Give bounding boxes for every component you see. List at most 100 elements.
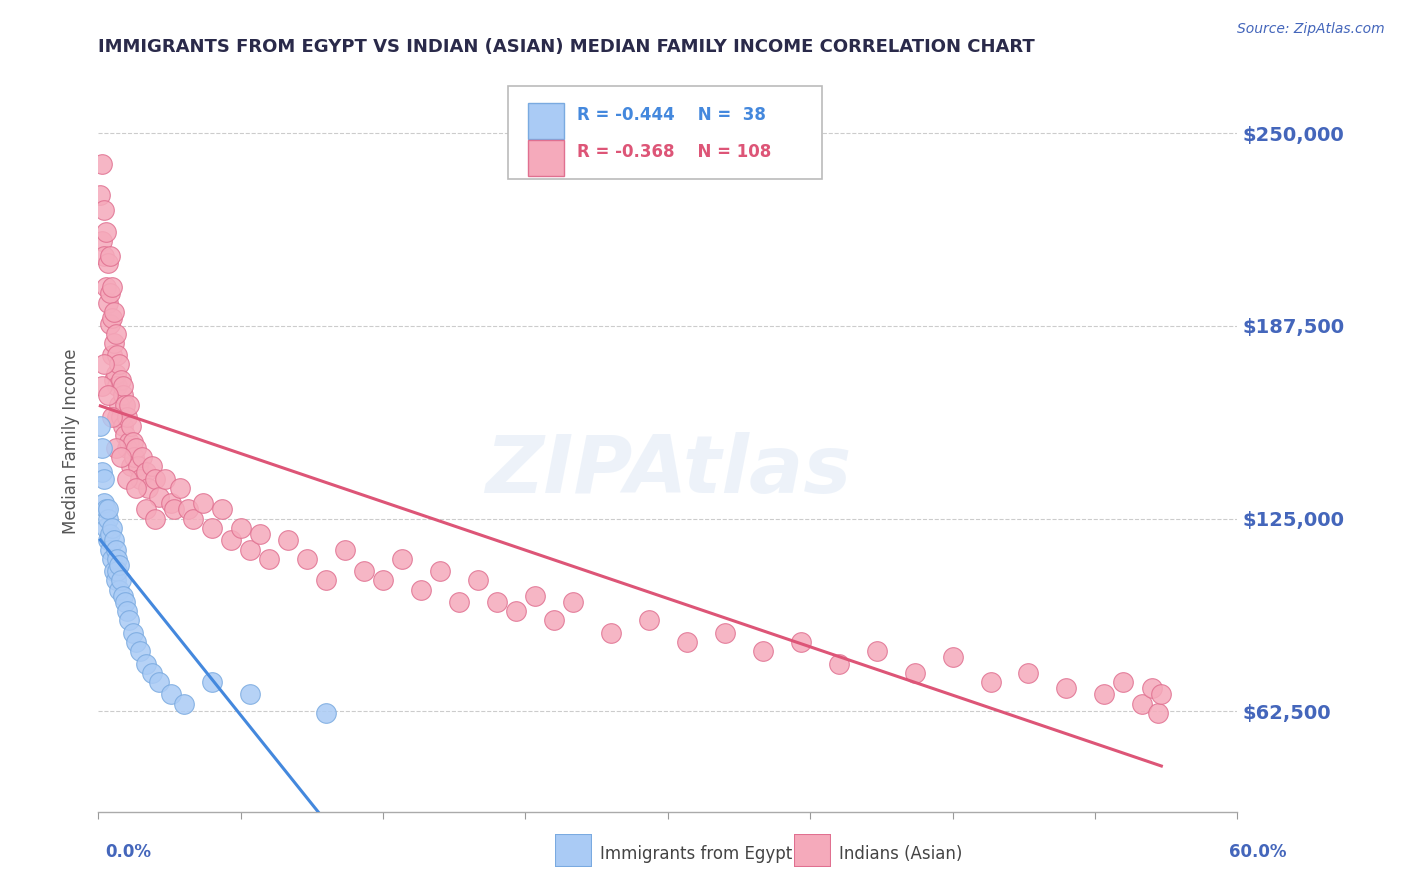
Point [115, 409, 138, 424]
Point [98, 542, 121, 557]
Point [211, 502, 233, 516]
Point [97, 502, 120, 516]
Point [93, 249, 115, 264]
Point [1056, 681, 1078, 696]
Point [524, 589, 547, 603]
Point [1146, 706, 1168, 720]
Text: Source: ZipAtlas.com: Source: ZipAtlas.com [1237, 22, 1385, 37]
Point [89, 419, 111, 434]
Point [118, 398, 141, 412]
Point [107, 409, 129, 424]
Point [411, 582, 433, 597]
Point [98, 286, 121, 301]
Point [866, 644, 889, 658]
Point [942, 650, 965, 665]
Text: IMMIGRANTS FROM EGYPT VS INDIAN (ASIAN) MEDIAN FAMILY INCOME CORRELATION CHART: IMMIGRANTS FROM EGYPT VS INDIAN (ASIAN) … [98, 38, 1035, 56]
Point [135, 502, 157, 516]
Point [112, 419, 135, 434]
Point [91, 441, 114, 455]
Point [543, 614, 565, 628]
Point [115, 471, 138, 485]
Point [108, 358, 131, 372]
Text: Immigrants from Egypt: Immigrants from Egypt [600, 845, 793, 863]
Point [239, 688, 262, 702]
Point [97, 533, 120, 548]
Point [91, 234, 114, 248]
Point [97, 511, 120, 525]
Point [118, 614, 141, 628]
Point [259, 551, 281, 566]
Point [135, 657, 157, 671]
Point [108, 582, 131, 597]
Point [118, 434, 141, 449]
Point [91, 379, 114, 393]
Point [391, 551, 413, 566]
Point [159, 496, 181, 510]
Point [429, 564, 451, 578]
Point [315, 706, 337, 720]
Text: R = -0.444    N =  38: R = -0.444 N = 38 [576, 106, 766, 124]
Point [121, 625, 143, 640]
Point [110, 373, 132, 387]
Point [600, 625, 623, 640]
Point [91, 157, 114, 171]
Point [141, 459, 163, 474]
Point [114, 595, 136, 609]
Point [129, 471, 152, 485]
Point [277, 533, 299, 548]
Point [201, 521, 224, 535]
Point [221, 533, 243, 548]
Point [100, 521, 122, 535]
Point [125, 441, 148, 455]
Point [93, 358, 115, 372]
Point [94, 521, 117, 535]
Point [1140, 681, 1163, 696]
Point [129, 644, 152, 658]
Point [100, 311, 122, 326]
Point [239, 542, 262, 557]
Point [110, 409, 132, 424]
Point [638, 614, 661, 628]
Point [505, 604, 527, 618]
Point [1150, 688, 1173, 702]
Point [229, 521, 252, 535]
FancyBboxPatch shape [527, 103, 564, 139]
Point [107, 564, 129, 578]
Point [100, 551, 122, 566]
Point [176, 502, 198, 516]
Point [94, 280, 117, 294]
Point [120, 419, 142, 434]
Point [89, 187, 111, 202]
Point [104, 326, 127, 341]
Point [335, 542, 357, 557]
Point [163, 502, 186, 516]
Point [104, 367, 127, 381]
Point [249, 527, 271, 541]
Point [107, 379, 129, 393]
Point [112, 379, 135, 393]
Point [94, 502, 117, 516]
Point [112, 589, 135, 603]
Point [98, 318, 121, 332]
Point [112, 388, 135, 402]
Point [148, 490, 170, 504]
Point [93, 496, 115, 510]
Point [135, 466, 157, 480]
Point [486, 595, 509, 609]
Point [93, 203, 115, 218]
Point [93, 471, 115, 485]
Point [107, 348, 129, 362]
Y-axis label: Median Family Income: Median Family Income [62, 349, 80, 534]
Point [104, 542, 127, 557]
Text: Indians (Asian): Indians (Asian) [839, 845, 963, 863]
Text: ZIPAtlas: ZIPAtlas [485, 432, 851, 510]
Point [91, 466, 114, 480]
Point [145, 471, 167, 485]
Point [110, 574, 132, 588]
Point [115, 604, 138, 618]
Point [562, 595, 585, 609]
Point [100, 409, 122, 424]
Point [201, 675, 224, 690]
Point [1018, 665, 1040, 680]
Point [449, 595, 471, 609]
